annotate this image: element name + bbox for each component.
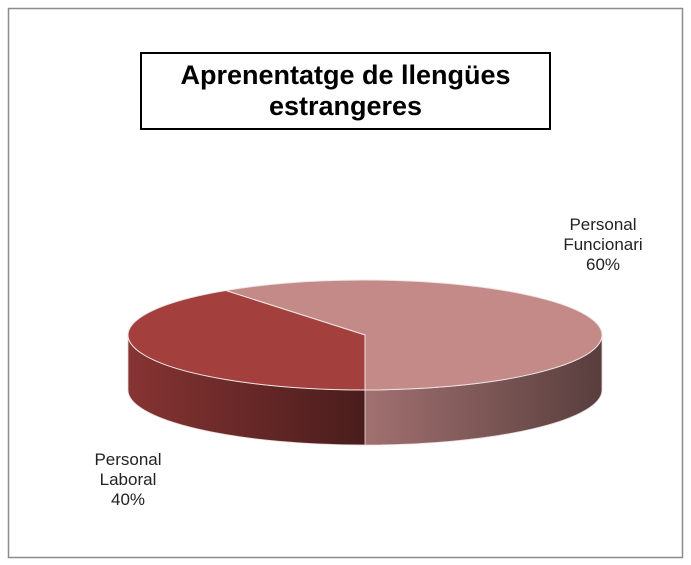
chart-frame [7, 7, 684, 559]
chart-title: Aprenentatge de llengües estrangeres [140, 52, 551, 130]
category-label: Personal Laboral [94, 450, 162, 489]
value-label: 40% [110, 490, 146, 509]
slice [225, 279, 603, 391]
category-label: Personal Funcionari [563, 215, 643, 254]
value-label: 60% [585, 255, 621, 274]
data-label: Personal Funcionari 60% [548, 215, 658, 275]
data-label: Personal Laboral 40% [78, 450, 178, 510]
chart-title-text: Aprenentatge de llengües estrangeres [180, 60, 511, 121]
slice [127, 289, 366, 391]
